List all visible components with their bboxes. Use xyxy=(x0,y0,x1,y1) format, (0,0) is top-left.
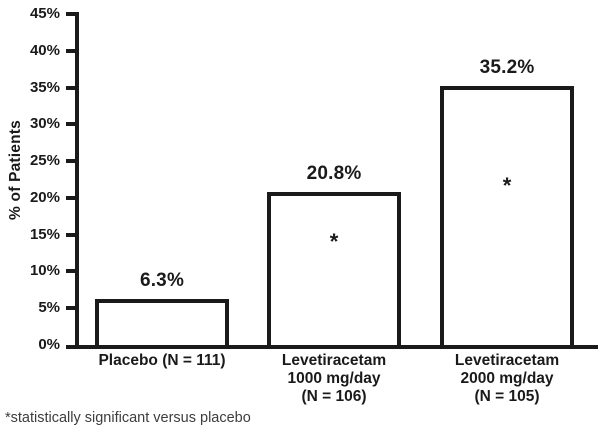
y-tick-label: 45% xyxy=(29,5,60,22)
y-tick-mark xyxy=(66,232,75,237)
significance-asterisk: * xyxy=(502,173,512,199)
y-tick-label: 15% xyxy=(29,225,60,243)
bar-value-label: 35.2% xyxy=(479,57,535,79)
x-category-label: Levetiracetam 1000 mg/day (N = 106) xyxy=(281,352,387,405)
y-tick-mark xyxy=(66,159,75,164)
bar xyxy=(95,298,229,349)
bar-value-label: 20.8% xyxy=(306,163,362,184)
y-tick-mark xyxy=(66,122,75,127)
y-tick-mark xyxy=(66,195,75,200)
y-tick-label: 10% xyxy=(29,262,60,280)
y-tick-label: 5% xyxy=(38,299,60,317)
y-tick-mark xyxy=(66,48,75,53)
y-tick-label: 40% xyxy=(29,41,60,59)
bar xyxy=(267,192,401,349)
y-tick-label: 20% xyxy=(29,188,60,206)
y-tick-label: 30% xyxy=(29,115,60,133)
y-tick-mark xyxy=(66,306,75,311)
y-tick-label: 0% xyxy=(38,336,60,353)
x-category-label: Placebo (N = 111) xyxy=(98,352,226,369)
y-tick-mark xyxy=(66,269,75,274)
y-tick-mark xyxy=(66,345,75,349)
y-tick-label: 35% xyxy=(29,78,60,96)
y-axis-line xyxy=(75,12,79,349)
y-tick-mark xyxy=(66,12,75,16)
y-tick-mark xyxy=(66,85,75,90)
footnote: *statistically significant versus placeb… xyxy=(5,410,251,426)
bar xyxy=(440,86,574,349)
x-category-label: Levetiracetam 2000 mg/day (N = 105) xyxy=(454,352,560,405)
significance-asterisk: * xyxy=(329,229,339,254)
y-tick-label: 25% xyxy=(29,152,60,170)
bar-value-label: 6.3% xyxy=(139,269,185,291)
